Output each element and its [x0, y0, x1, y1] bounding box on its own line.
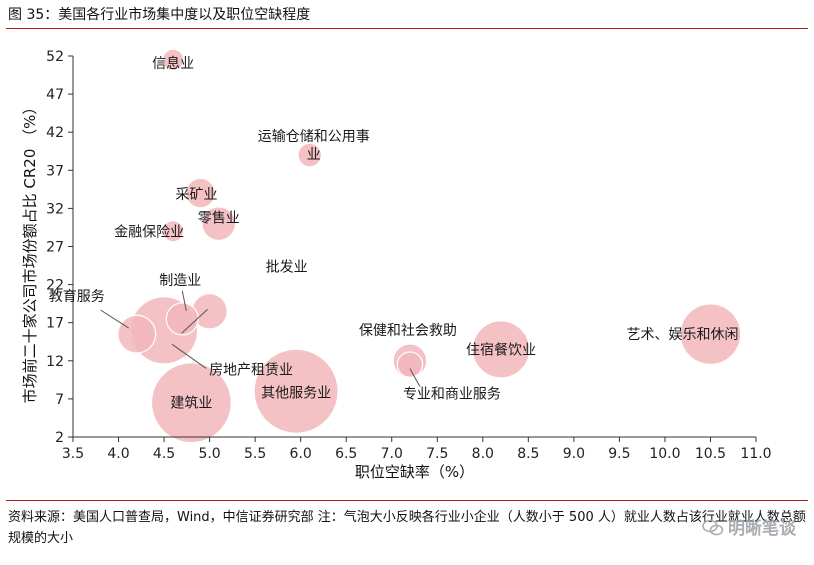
bubble-1 [297, 142, 323, 168]
y-tick-label: 12 [46, 354, 64, 370]
x-tick-label: 9.5 [608, 446, 630, 462]
y-tick-label: 2 [55, 430, 64, 446]
bubble-9 [150, 362, 232, 444]
x-tick-label: 8.5 [517, 446, 539, 462]
x-tick-label: 7.0 [381, 446, 403, 462]
bubble-14 [679, 303, 742, 365]
watermark-text: 明晰笔谈 [728, 519, 796, 539]
bubble-6 [165, 302, 199, 336]
x-tick-label: 11.0 [740, 446, 771, 462]
bubble-label-7: 教育服务 [49, 289, 105, 305]
x-tick-label: 7.5 [426, 446, 448, 462]
x-tick-label: 10.5 [695, 446, 726, 462]
title-rule [6, 28, 808, 29]
y-tick-label: 47 [46, 87, 64, 103]
x-tick-label: 5.5 [244, 446, 266, 462]
bubble-label-2: 采矿业 [175, 187, 217, 203]
bubble-label-8: 房地产租赁业 [209, 362, 293, 378]
y-tick-label: 37 [46, 163, 64, 179]
x-tick-label: 6.0 [290, 446, 312, 462]
x-tick-label: 8.0 [472, 446, 494, 462]
wechat-icon [702, 519, 724, 536]
bubble-label-13: 住宿餐饮业 [466, 341, 536, 358]
leader-line-5 [181, 308, 208, 334]
leader-line-7 [100, 309, 130, 329]
bubble-label-11: 保健和社会救助 [359, 323, 457, 339]
x-tick-label: 4.0 [107, 446, 129, 462]
x-tick-label: 3.5 [62, 446, 84, 462]
y-tick-label: 32 [46, 201, 64, 217]
y-tick-label: 52 [46, 49, 64, 65]
bubble-0 [162, 48, 185, 71]
leader-line-8 [171, 343, 207, 369]
y-tick-label: 7 [55, 392, 64, 408]
bubble-label-6: 制造业 [159, 273, 201, 289]
bubbles-layer [117, 48, 742, 444]
watermark: 明晰笔谈 [702, 514, 796, 539]
leaders-layer [100, 290, 421, 387]
bubble-13 [471, 320, 531, 379]
bubble-3 [201, 206, 237, 242]
source-note: 资料来源：美国人口普查局，Wind，中信证券研究部 注：气泡大小反映各行业小企业… [8, 510, 806, 546]
note-rule [6, 500, 808, 501]
x-tick-label: 10.0 [649, 446, 680, 462]
leader-line-6 [181, 290, 187, 311]
x-tick-label: 9.0 [563, 446, 585, 462]
y-axis-title: 市场前二十家公司市场份额占比 CR20 （%） [21, 100, 39, 404]
bubble-label-3: 零售业 [198, 211, 240, 227]
x-axis-title: 职位空缺率（%） [355, 463, 474, 481]
bubble-label-10: 其他服务业 [261, 385, 331, 401]
leader-line-12 [409, 368, 421, 387]
bubble-label-12: 专业和商业服务 [403, 387, 501, 403]
y-tick-label: 17 [46, 316, 64, 332]
bubble-label-1: 业 [307, 147, 321, 163]
y-tick-label: 22 [46, 278, 64, 294]
bubble-12 [396, 351, 424, 378]
figure-title: 图 35：美国各行业市场集中度以及职位空缺程度 [8, 7, 311, 23]
x-tick-label: 4.5 [153, 446, 175, 462]
bubble-label-1: 运输仓储和公用事 [258, 129, 370, 145]
x-tick-label: 5.0 [198, 446, 220, 462]
bubble-label-5: 批发业 [266, 259, 308, 275]
bubble-label-0: 信息业 [152, 55, 194, 72]
bubble-4 [162, 220, 185, 243]
bubble-10 [253, 348, 339, 434]
bubble-label-14: 艺术、娱乐和休闲 [626, 327, 738, 343]
y-tick-label: 27 [46, 240, 64, 256]
y-tick-label: 42 [46, 125, 64, 141]
bubble-2 [185, 177, 216, 209]
bubble-label-4: 金融保险业 [114, 224, 184, 240]
bubble-label-9: 建筑业 [170, 396, 212, 412]
labels-layer: 信息业运输仓储和公用事业采矿业零售业金融保险业批发业制造业教育服务房地产租赁业建… [49, 55, 739, 412]
x-tick-label: 6.5 [335, 446, 357, 462]
bubble-7 [117, 314, 157, 354]
